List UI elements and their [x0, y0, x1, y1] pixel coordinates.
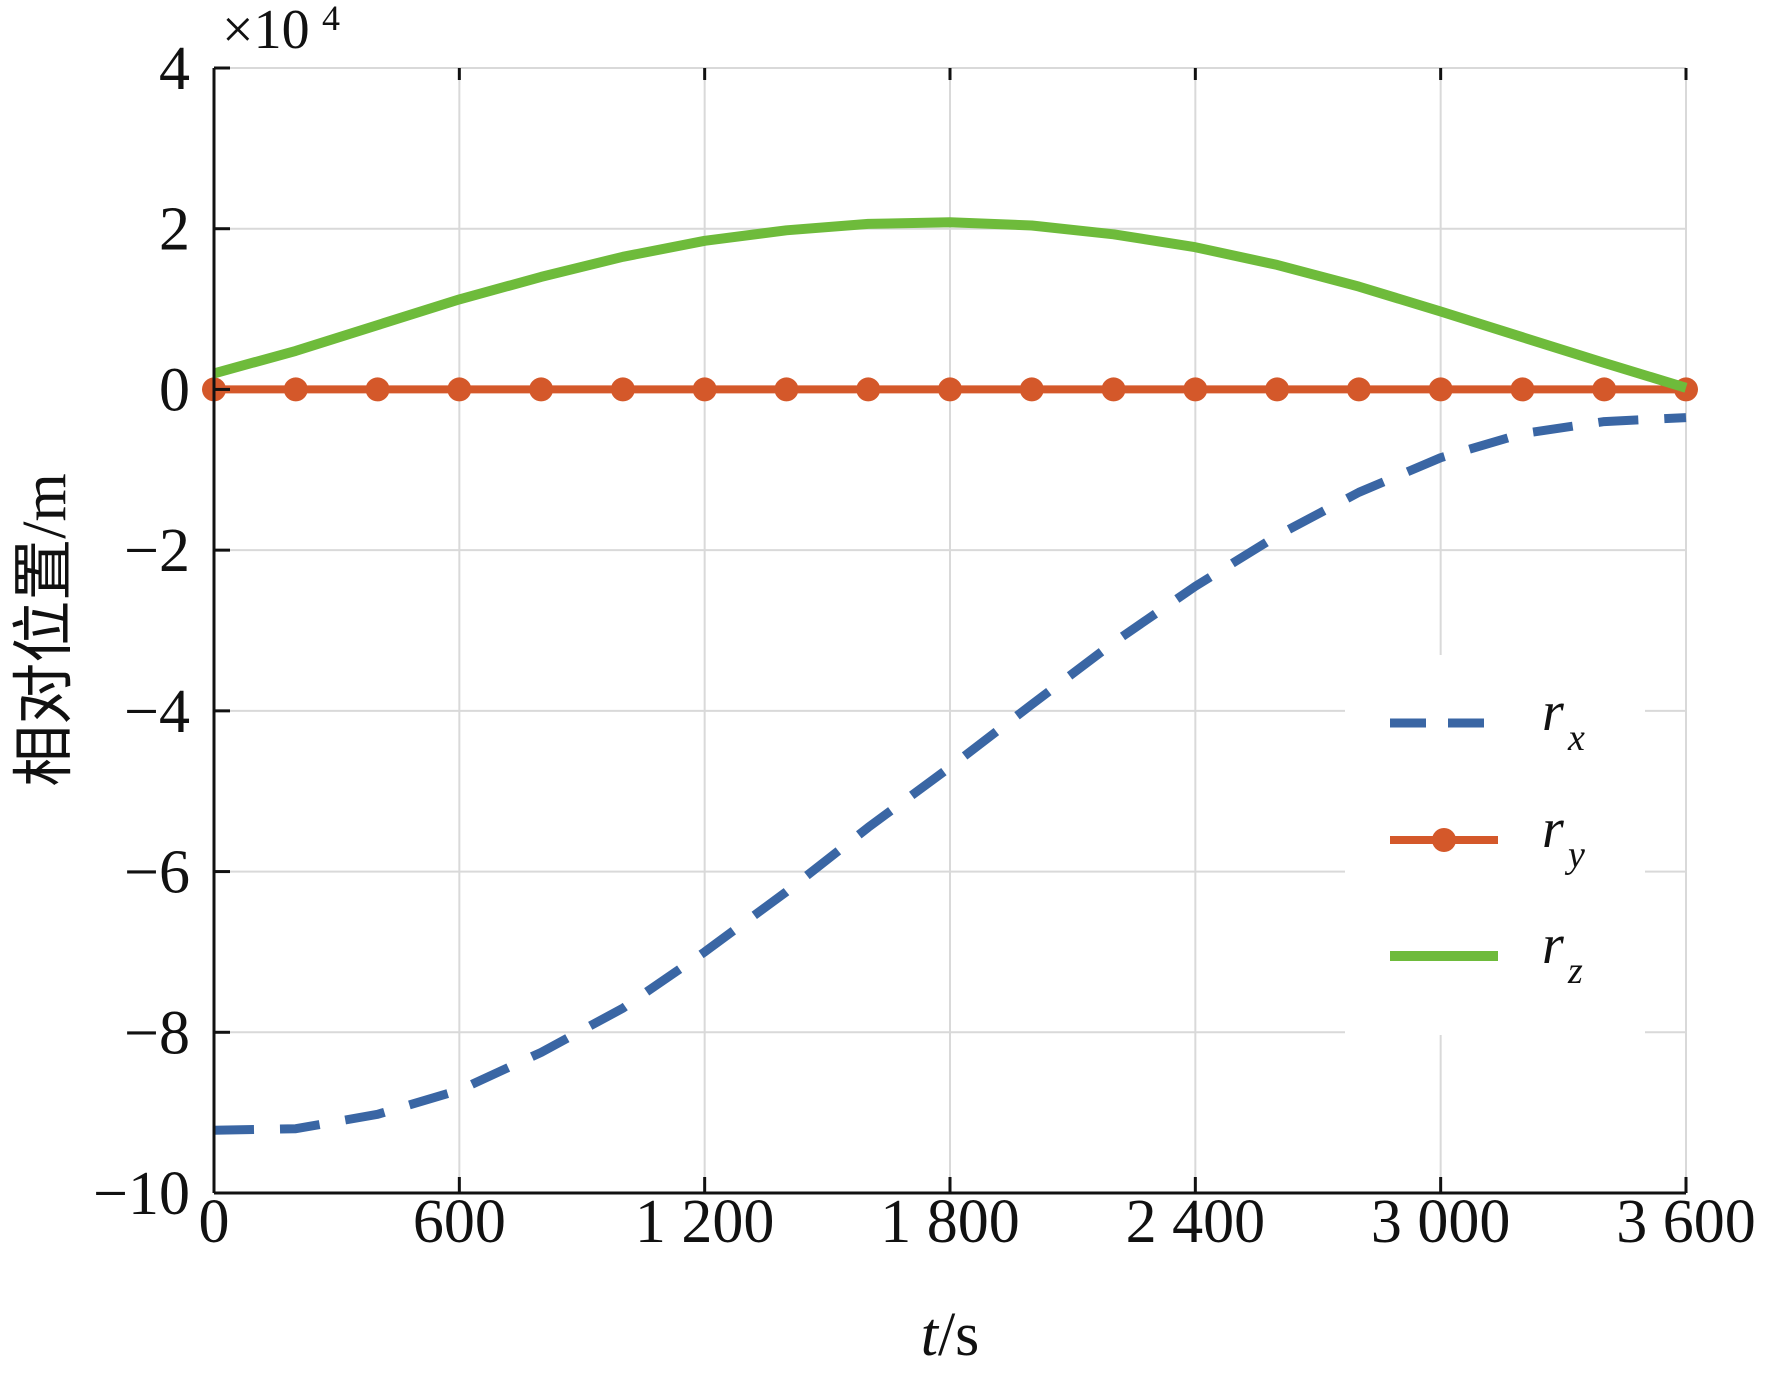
data-point-ry-3	[447, 377, 472, 402]
x-axis-unit: /s	[938, 1301, 979, 1369]
x-axis-variable: t	[921, 1301, 940, 1369]
data-point-ry-2	[365, 377, 390, 402]
y-tick-label-3: −2	[124, 517, 190, 585]
data-point-ry-7	[774, 377, 799, 402]
series-line-rx	[213, 413, 1687, 1135]
y-exponent: ×10 4	[222, 0, 340, 61]
legend-label-rx: r	[1542, 681, 1564, 743]
legend-label-rz: r	[1542, 914, 1564, 976]
y-multiplier-exponent: 4	[322, 0, 340, 38]
legend-item-ry: r y	[1390, 798, 1585, 876]
y-tick-label-2: 0	[159, 356, 190, 424]
series-rx	[213, 413, 1687, 1135]
series-ry	[202, 377, 1698, 402]
legend-subscript-rx: x	[1567, 717, 1585, 759]
series-line-rz	[212, 217, 1688, 393]
legend-item-rx: r x	[1390, 681, 1585, 759]
axes	[212, 66, 1688, 1195]
x-tick-label-0: 0	[199, 1188, 230, 1256]
legend-label-ry: r	[1542, 798, 1564, 860]
x-tick-label-2: 1 200	[635, 1188, 775, 1256]
y-tick-label-4: −4	[124, 678, 190, 746]
x-tick-label-6: 3 600	[1616, 1188, 1756, 1256]
tick-labels: 0 600 1 200 1 800 2 400 3 000 3 600 4 2 0 −2 −4 −6 −8…	[93, 35, 1756, 1256]
data-point-ry-4	[529, 377, 554, 402]
y-tick-label-5: −6	[124, 839, 190, 907]
y-axis-label: 相对位置/m	[11, 473, 79, 786]
data-point-ry-11	[1101, 377, 1126, 402]
data-point-ry-9	[938, 377, 962, 402]
x-tick-label-4: 2 400	[1126, 1188, 1266, 1256]
legend-item-rz: r z	[1390, 914, 1583, 992]
series-layer	[202, 217, 1698, 1135]
y-multiplier-base: ×10	[222, 0, 310, 61]
data-point-ry-8	[856, 377, 881, 402]
legend-background	[1345, 655, 1645, 1035]
x-tick-label-3: 1 800	[880, 1188, 1020, 1256]
data-point-ry-15	[1428, 377, 1453, 402]
data-point-ry-12	[1183, 377, 1208, 402]
data-point-ry-17	[1592, 377, 1617, 402]
legend-subscript-ry: y	[1564, 834, 1585, 876]
data-point-ry-1	[283, 377, 308, 402]
series-rz	[212, 217, 1688, 393]
y-tick-label-1: 2	[159, 196, 190, 264]
y-tick-label-6: −8	[124, 999, 190, 1067]
legend-marker-ry	[1432, 828, 1456, 852]
x-tick-label-5: 3 000	[1371, 1188, 1511, 1256]
legend-subscript-rz: z	[1567, 950, 1583, 992]
legend: r x r y r z	[1345, 655, 1645, 1035]
y-tick-label-0: 4	[159, 35, 190, 103]
data-point-ry-13	[1265, 377, 1290, 402]
x-axis-label: t/s	[921, 1301, 980, 1369]
data-point-ry-10	[1019, 377, 1044, 402]
y-tick-label-7: −10	[93, 1160, 190, 1228]
data-point-ry-14	[1346, 377, 1371, 402]
data-point-ry-5	[610, 377, 635, 402]
x-tick-label-1: 600	[413, 1188, 506, 1256]
data-point-ry-6	[692, 377, 717, 402]
data-point-ry-16	[1510, 377, 1535, 402]
